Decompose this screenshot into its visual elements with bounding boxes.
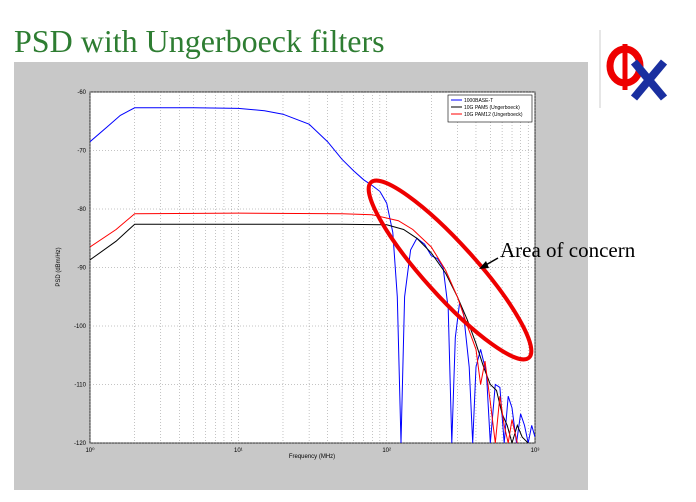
x-tick-label: 10² — [382, 448, 391, 454]
logo — [606, 44, 668, 101]
y-tick-label: -70 — [77, 149, 86, 155]
legend-label: 1000BASE-T — [464, 98, 493, 104]
y-axis-label: PSD (dBm/Hz) — [56, 247, 62, 286]
grid — [89, 91, 536, 444]
y-tick-label: -100 — [74, 324, 87, 330]
x-tick-label: 10³ — [531, 448, 540, 454]
highlight-ellipse — [366, 178, 534, 362]
y-tick-label: -60 — [77, 90, 86, 96]
x-tick-label: 10¹ — [234, 448, 243, 454]
annotation: Area of concern — [500, 238, 636, 262]
slide-title: PSD with Ungerboeck filters — [14, 23, 385, 59]
x-axis-label: Frequency (MHz) — [289, 454, 335, 460]
y-tick-label: -90 — [77, 266, 86, 272]
legend-label: 10G PAM12 (Ungerboeck) — [464, 112, 523, 118]
legend-label: 10G PAM5 (Ungerboeck) — [464, 105, 520, 111]
lines — [90, 107, 535, 443]
series-line — [90, 212, 518, 443]
x-tick-label: 10⁰ — [85, 447, 95, 454]
y-tick-label: -80 — [77, 207, 86, 213]
y-tick-label: -120 — [74, 441, 87, 447]
y-tick-label: -110 — [74, 383, 86, 389]
arrow-head — [479, 261, 489, 269]
